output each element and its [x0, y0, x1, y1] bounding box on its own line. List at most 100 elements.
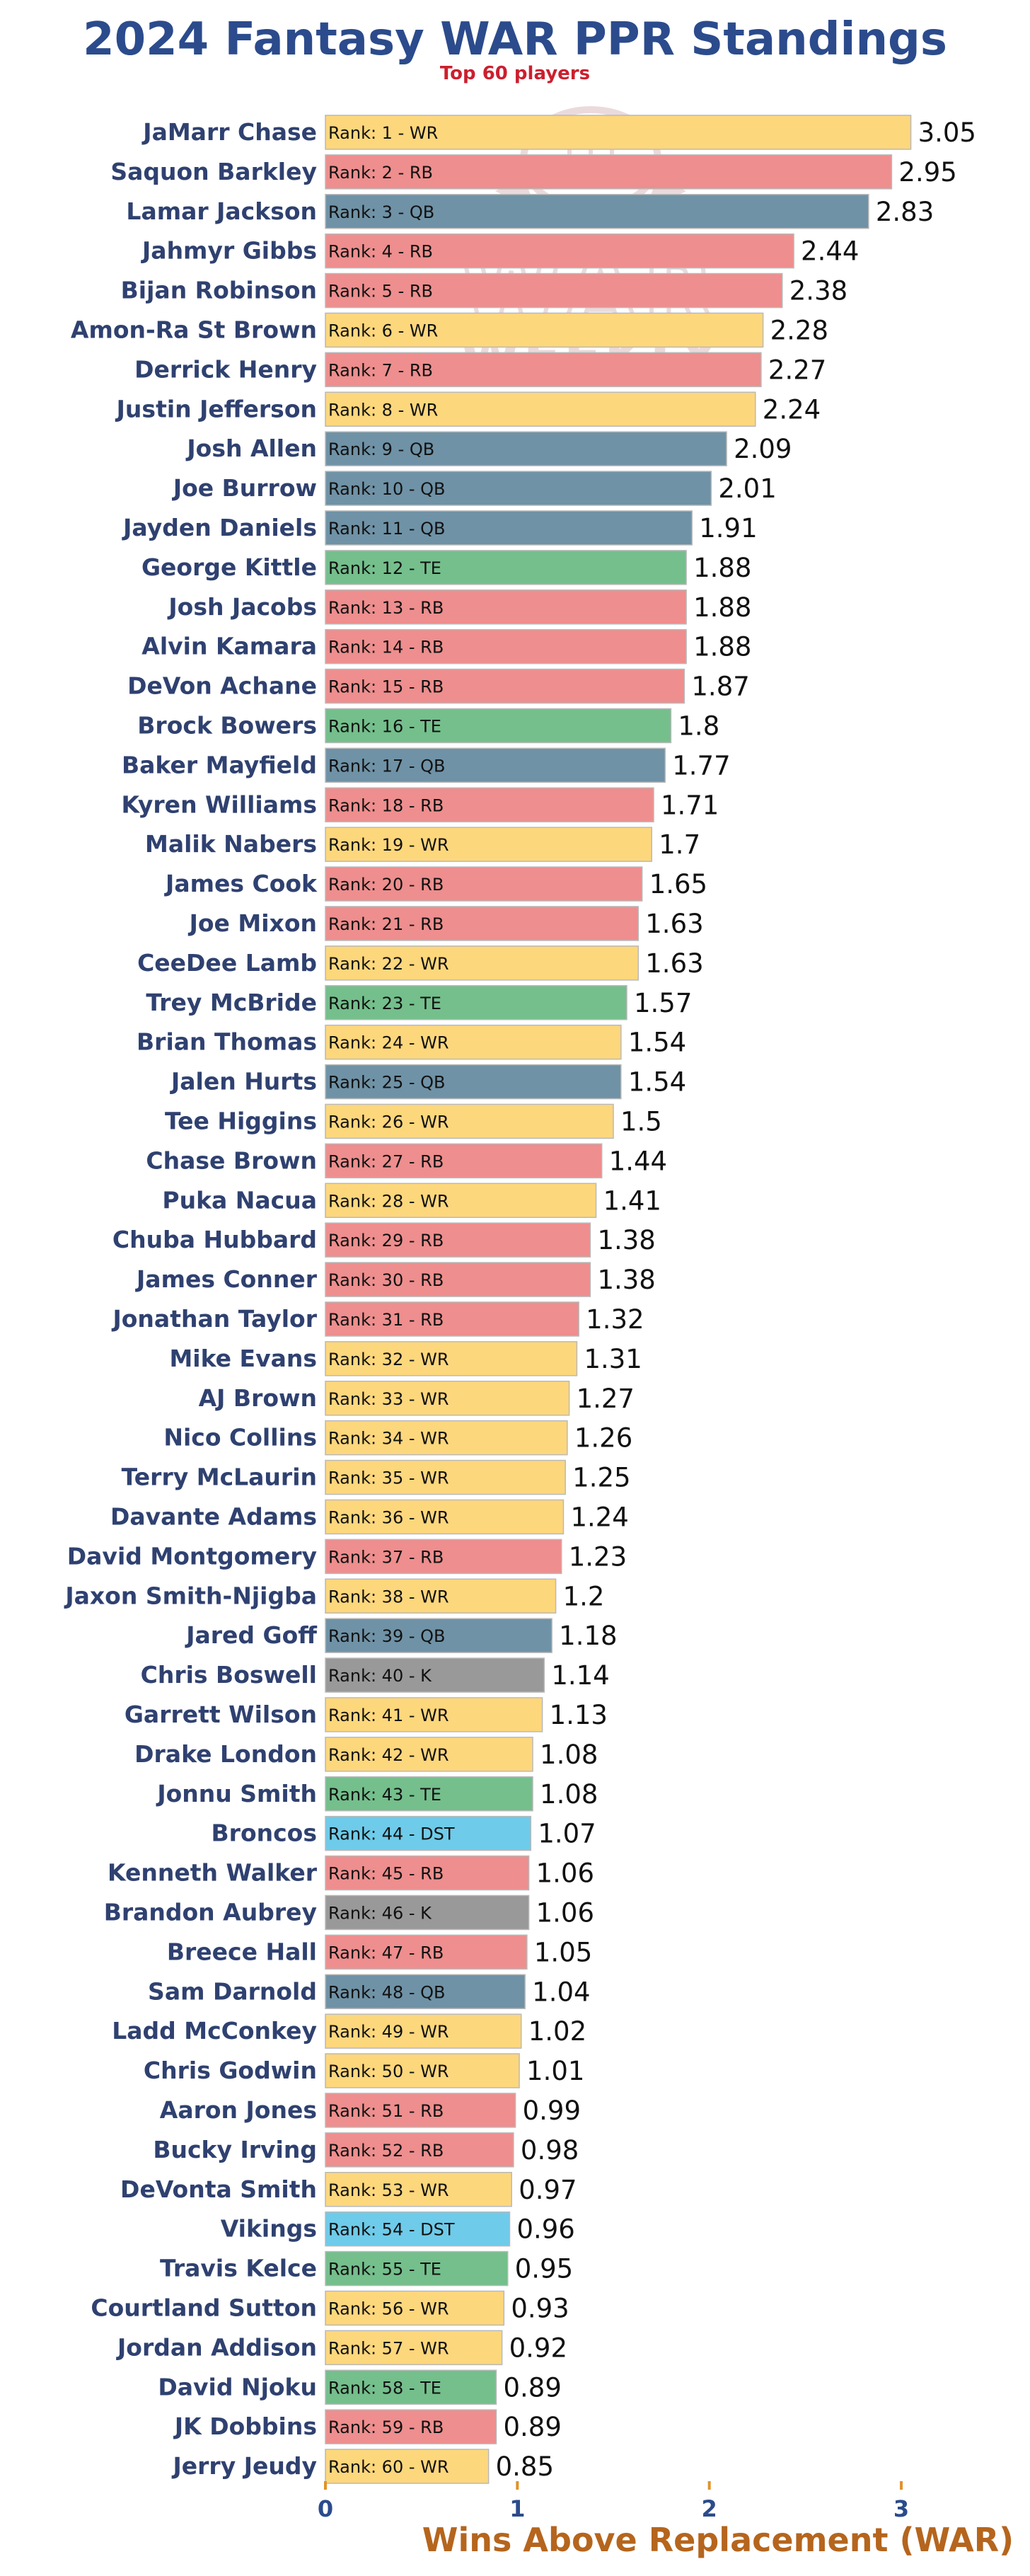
bar	[325, 1578, 557, 1614]
bar	[325, 2093, 516, 2128]
bar-row: Bucky Irving Rank: 52 - RB 0.98	[153, 2132, 579, 2168]
rank-position-label: Rank: 18 - RB	[328, 795, 444, 815]
bar-row: Sam Darnold Rank: 48 - QB 1.04	[148, 1974, 591, 2009]
war-value-label: 1.02	[528, 2016, 586, 2047]
rank-position-label: Rank: 24 - WR	[328, 1033, 449, 1053]
player-name-label: Josh Allen	[185, 435, 317, 462]
bar-row: Brandon Aubrey Rank: 46 - K 1.06	[104, 1894, 594, 1931]
bar-row: Chris Godwin Rank: 50 - WR 1.01	[144, 2053, 584, 2088]
bar-row: James Cook Rank: 20 - RB 1.65	[164, 866, 707, 902]
player-name-label: Courtland Sutton	[91, 2294, 317, 2321]
war-value-label: 1.38	[597, 1265, 655, 1295]
war-value-label: 1.23	[569, 1541, 627, 1572]
bar	[325, 787, 654, 822]
rank-position-label: Rank: 2 - RB	[328, 163, 433, 183]
rank-position-label: Rank: 31 - RB	[328, 1310, 444, 1330]
bar	[325, 1103, 614, 1139]
player-name-label: Jonathan Taylor	[111, 1305, 317, 1333]
rank-position-label: Rank: 57 - WR	[328, 2338, 449, 2358]
bar	[325, 1301, 579, 1337]
war-value-label: 1.57	[634, 988, 692, 1018]
player-name-label: Drake London	[134, 1740, 317, 1768]
bar	[325, 827, 653, 862]
player-name-label: Jalen Hurts	[170, 1068, 317, 1096]
player-name-label: David Njoku	[158, 2373, 317, 2400]
war-value-label: 1.88	[693, 553, 751, 583]
war-value-label: 1.41	[603, 1185, 661, 1216]
rank-position-label: Rank: 60 - WR	[328, 2457, 449, 2477]
war-value-label: 1.5	[620, 1106, 662, 1137]
war-value-label: 1.24	[570, 1502, 628, 1532]
rank-position-label: Rank: 29 - RB	[328, 1231, 444, 1250]
player-name-label: Kenneth Walker	[108, 1859, 318, 1887]
player-name-label: Alvin Kamara	[141, 633, 317, 660]
war-value-label: 1.05	[534, 1937, 592, 1967]
bar-row: Amon-Ra St Brown Rank: 6 - WR 2.28	[71, 312, 828, 348]
bar-row: Jalen Hurts Rank: 25 - QB 1.54	[170, 1064, 686, 1100]
war-value-label: 1.88	[693, 632, 751, 662]
war-value-label: 1.71	[661, 790, 719, 820]
player-name-label: James Cook	[164, 870, 318, 897]
bar	[325, 985, 627, 1020]
bar	[325, 747, 666, 783]
war-value-label: 1.25	[572, 1463, 630, 1493]
player-name-label: DeVon Achane	[127, 672, 317, 700]
rank-position-label: Rank: 14 - RB	[328, 638, 444, 657]
rank-position-label: Rank: 47 - RB	[328, 1943, 444, 1962]
player-name-label: Chase Brown	[146, 1146, 317, 1174]
bar-row: Jared Goff Rank: 39 - QB 1.18	[185, 1618, 618, 1653]
bar	[325, 2449, 490, 2484]
player-name-label: Lamar Jackson	[126, 197, 317, 225]
rank-position-label: Rank: 35 - WR	[328, 1468, 449, 1488]
bar	[325, 2290, 505, 2326]
war-value-label: 1.44	[609, 1146, 667, 1176]
bar	[325, 352, 762, 388]
bar	[325, 1381, 570, 1416]
bar	[325, 1420, 568, 1456]
player-name-label: Sam Darnold	[148, 1977, 317, 2005]
bar-row: Jahmyr Gibbs Rank: 4 - RB 2.44	[141, 233, 859, 269]
bar	[325, 2053, 520, 2088]
war-value-label: 1.63	[645, 948, 703, 979]
bar-row: Alvin Kamara Rank: 14 - RB 1.88	[141, 628, 751, 665]
bar	[325, 2132, 514, 2168]
bar	[325, 154, 893, 190]
bar-row: Jaxon Smith-Njigba Rank: 38 - WR 1.2	[64, 1578, 604, 1614]
war-value-label: 0.99	[523, 2095, 581, 2126]
war-value-label: 1.26	[574, 1423, 632, 1454]
rank-position-label: Rank: 33 - WR	[328, 1389, 449, 1409]
bar	[325, 2409, 497, 2444]
player-name-label: Derrick Henry	[134, 355, 317, 383]
war-value-label: 1.88	[693, 592, 751, 623]
war-value-label: 1.07	[538, 1819, 596, 1849]
bar	[325, 1815, 532, 1851]
rank-position-label: Rank: 16 - TE	[328, 716, 441, 736]
rank-position-label: Rank: 40 - K	[328, 1666, 432, 1686]
bar-row: Vikings Rank: 54 - DST 0.96	[221, 2211, 575, 2247]
bar-row: CeeDee Lamb Rank: 22 - WR 1.63	[137, 945, 704, 981]
player-name-label: Kyren Williams	[121, 790, 317, 818]
player-name-label: George Kittle	[141, 553, 317, 581]
war-value-label: 2.24	[763, 394, 821, 425]
player-name-label: Aaron Jones	[160, 2096, 317, 2124]
bar	[325, 1024, 622, 1060]
bar	[325, 1974, 526, 2009]
war-value-label: 1.65	[649, 869, 707, 899]
player-name-label: Jordan Addison	[116, 2333, 317, 2361]
bar	[325, 391, 756, 427]
war-value-label: 1.06	[536, 1897, 594, 1928]
war-value-label: 1.08	[540, 1779, 598, 1810]
bar-row: Justin Jefferson Rank: 8 - WR 2.24	[115, 391, 821, 427]
war-value-label: 1.7	[659, 829, 700, 860]
player-name-label: Travis Kelce	[160, 2255, 317, 2282]
bar	[325, 1737, 533, 1772]
rank-position-label: Rank: 43 - TE	[328, 1785, 441, 1805]
war-value-label: 2.44	[801, 236, 859, 267]
bar	[325, 2211, 511, 2247]
rank-position-label: Rank: 34 - WR	[328, 1429, 449, 1449]
war-value-label: 1.63	[645, 909, 703, 939]
bar-row: Trey McBride Rank: 23 - TE 1.57	[146, 985, 692, 1020]
rank-position-label: Rank: 37 - RB	[328, 1547, 444, 1567]
war-value-label: 1.91	[699, 513, 757, 544]
rank-position-label: Rank: 46 - K	[328, 1903, 432, 1923]
